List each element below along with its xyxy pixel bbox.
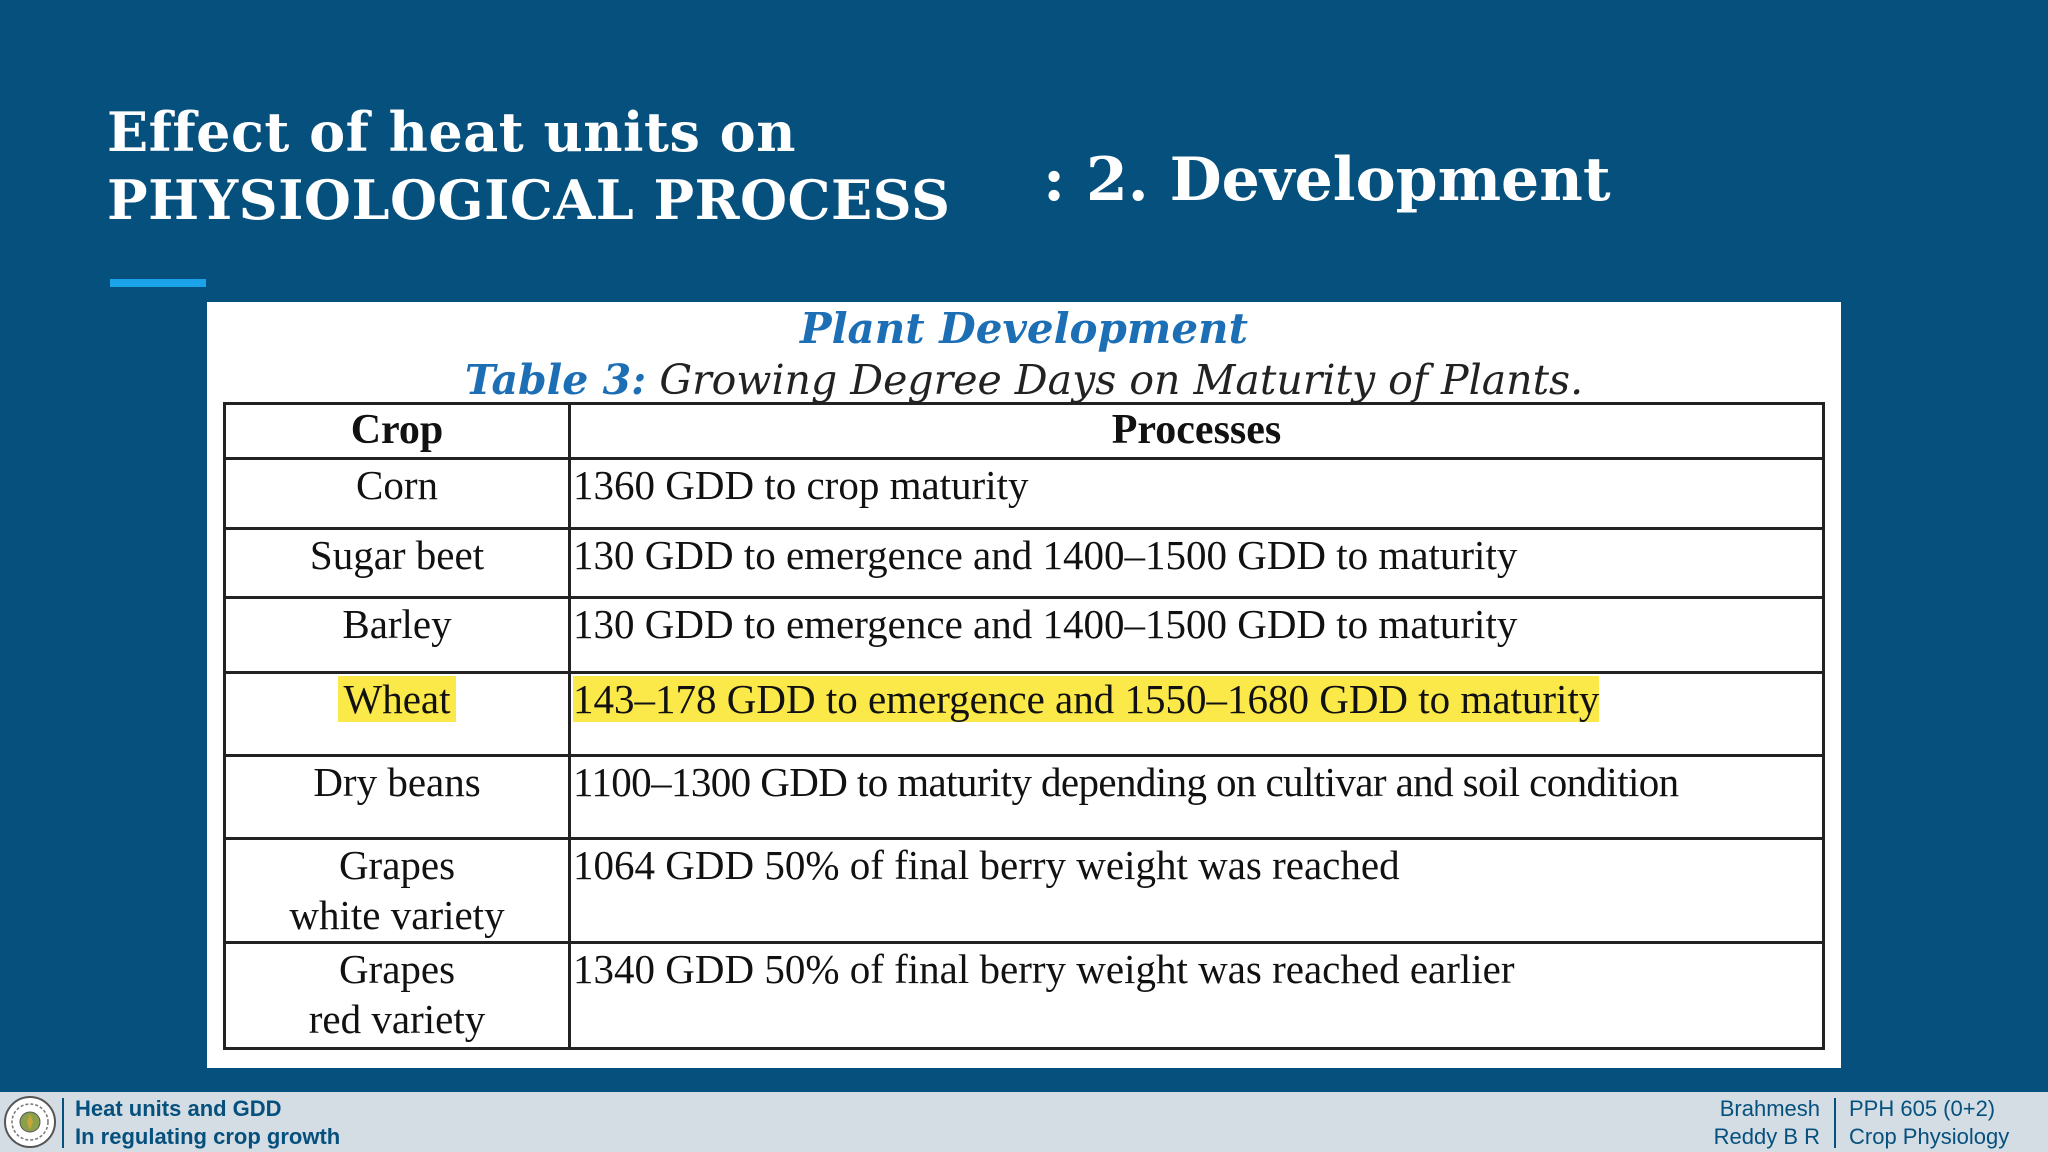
column-header-processes: Processes: [568, 402, 1825, 460]
footer-author: Brahmesh Reddy B R: [1714, 1095, 1820, 1151]
figure-heading: Plant Development: [799, 304, 1248, 353]
slide-subtitle: : 2. Development: [1043, 145, 1611, 215]
table-row: Dry beans 1100–1300 GDD to maturity depe…: [223, 754, 1825, 840]
crop-cell-line1: Grapes: [338, 842, 456, 888]
crop-cell: Dry beans: [223, 754, 571, 840]
highlighted-crop: Wheat: [337, 676, 457, 722]
column-header-crop: Crop: [223, 402, 571, 460]
caption-label: Table 3:: [464, 356, 647, 404]
process-cell: 1340 GDD 50% of final berry weight was r…: [568, 941, 1825, 1050]
gdd-table: Crop Processes Corn 1360 GDD to crop mat…: [223, 402, 1825, 1050]
figure-caption: Table 3: Growing Degree Days on Maturity…: [207, 355, 1841, 405]
table-row: Grapes white variety 1064 GDD 50% of fin…: [223, 837, 1825, 944]
footer-author-line2: Reddy B R: [1713, 1124, 1820, 1149]
title-accent-bar: [110, 279, 206, 287]
process-cell: 1100–1300 GDD to maturity depending on c…: [568, 754, 1825, 840]
footer-bar: Heat units and GDD In regulating crop gr…: [0, 1092, 2048, 1152]
crop-cell: Grapes white variety: [223, 837, 571, 944]
university-seal-icon: [4, 1096, 56, 1148]
footer-divider: [1834, 1098, 1836, 1148]
crop-cell: Corn: [223, 457, 571, 530]
footer-topic-line1: Heat units and GDD: [75, 1096, 282, 1121]
footer-topic: Heat units and GDD In regulating crop gr…: [75, 1095, 340, 1151]
crop-cell: Barley: [223, 596, 571, 674]
footer-author-line1: Brahmesh: [1719, 1096, 1820, 1121]
caption-text: Growing Degree Days on Maturity of Plant…: [646, 356, 1584, 404]
process-cell: 130 GDD to emergence and 1400–1500 GDD t…: [568, 527, 1825, 599]
table-row: Barley 130 GDD to emergence and 1400–150…: [223, 596, 1825, 674]
process-cell: 1064 GDD 50% of final berry weight was r…: [568, 837, 1825, 944]
table-figure: Plant Development Table 3: Growing Degre…: [207, 302, 1841, 1068]
crop-cell: Sugar beet: [223, 527, 571, 599]
crop-cell-line2: white variety: [289, 892, 505, 938]
crop-cell: Wheat: [223, 671, 571, 757]
footer-course: PPH 605 (0+2) Crop Physiology: [1849, 1095, 2009, 1151]
footer-course-line2: Crop Physiology: [1849, 1124, 2010, 1149]
process-cell: 143–178 GDD to emergence and 1550–1680 G…: [568, 671, 1825, 757]
footer-divider: [62, 1098, 64, 1148]
crop-cell: Grapes red variety: [223, 941, 571, 1050]
highlighted-process: 143–178 GDD to emergence and 1550–1680 G…: [573, 676, 1600, 722]
process-cell: 1360 GDD to crop maturity: [568, 457, 1825, 530]
crop-cell-line1: Grapes: [338, 946, 456, 992]
crop-cell-line2: red variety: [308, 996, 486, 1042]
process-cell: 130 GDD to emergence and 1400–1500 GDD t…: [568, 596, 1825, 674]
slide-title-line2: PHYSIOLOGICAL PROCESS: [107, 168, 951, 232]
table-row-highlighted: Wheat 143–178 GDD to emergence and 1550–…: [223, 671, 1825, 757]
slide-title: Effect of heat units on PHYSIOLOGICAL PR…: [107, 98, 950, 234]
table-row: Sugar beet 130 GDD to emergence and 1400…: [223, 527, 1825, 599]
footer-course-line1: PPH 605 (0+2): [1849, 1096, 1996, 1121]
table-header-row: Crop Processes: [223, 402, 1825, 460]
slide-title-line1: Effect of heat units on: [107, 100, 796, 164]
table-row: Grapes red variety 1340 GDD 50% of final…: [223, 941, 1825, 1050]
footer-topic-line2: In regulating crop growth: [75, 1124, 341, 1149]
table-row: Corn 1360 GDD to crop maturity: [223, 457, 1825, 530]
